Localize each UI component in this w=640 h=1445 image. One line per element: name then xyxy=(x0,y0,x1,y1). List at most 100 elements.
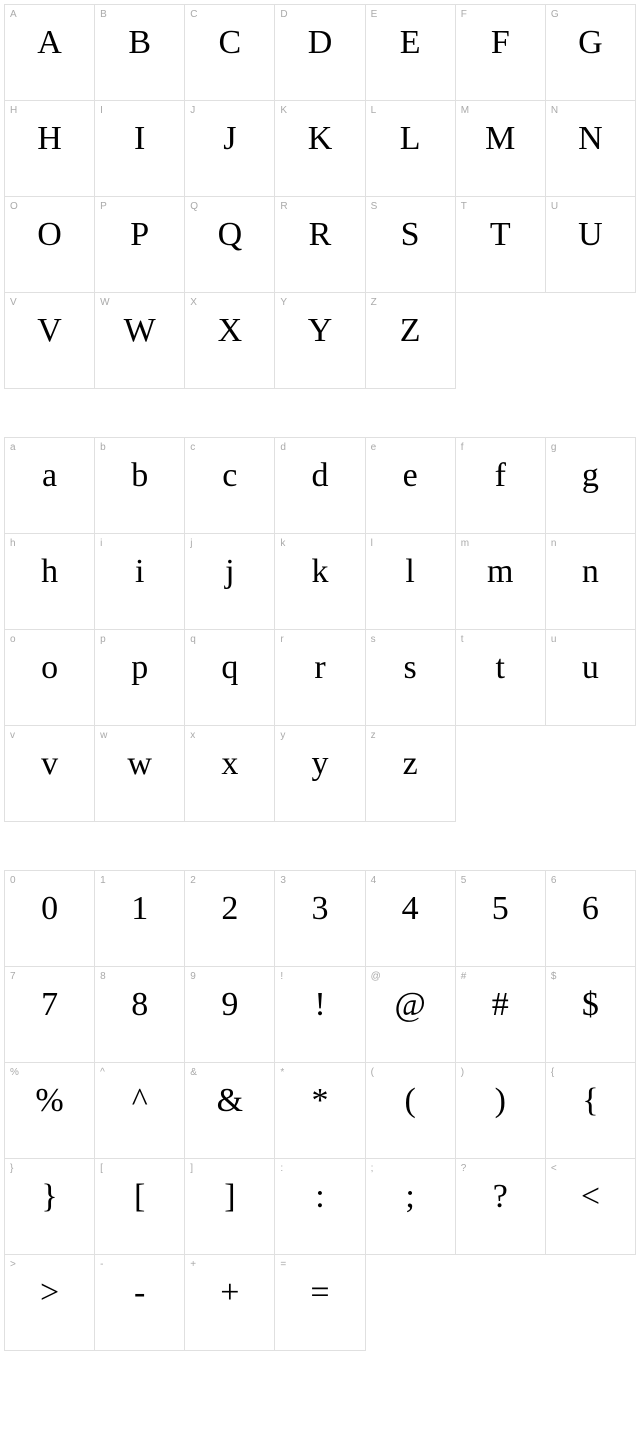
glyph-label: 3 xyxy=(280,875,286,886)
glyph-cell: }} xyxy=(5,1159,95,1255)
glyph-display: v xyxy=(5,744,94,785)
glyph-label: 1 xyxy=(100,875,106,886)
glyph-cell: VV xyxy=(5,293,95,389)
glyph-cell: ?? xyxy=(456,1159,546,1255)
glyph-cell: 33 xyxy=(275,871,365,967)
glyph-label: T xyxy=(461,201,467,212)
glyph-cell: ** xyxy=(275,1063,365,1159)
empty-cell xyxy=(456,293,546,389)
glyph-display: 9 xyxy=(185,985,274,1026)
glyph-display: X xyxy=(185,311,274,352)
glyph-label: } xyxy=(10,1163,13,1174)
glyph-label: U xyxy=(551,201,558,212)
glyph-display: < xyxy=(546,1177,635,1218)
glyph-cell: == xyxy=(275,1255,365,1351)
glyph-cell: 99 xyxy=(185,967,275,1063)
glyph-label: K xyxy=(280,105,287,116)
glyph-cell: ]] xyxy=(185,1159,275,1255)
glyph-cell: UU xyxy=(546,197,636,293)
glyph-cell: ^^ xyxy=(95,1063,185,1159)
glyph-label: ^ xyxy=(100,1067,105,1078)
glyph-label: F xyxy=(461,9,467,20)
glyph-cell: 11 xyxy=(95,871,185,967)
glyph-label: a xyxy=(10,442,16,453)
glyph-display: V xyxy=(5,311,94,352)
glyph-display: w xyxy=(95,744,184,785)
glyph-label: x xyxy=(190,730,195,741)
glyph-label: 4 xyxy=(371,875,377,886)
glyph-display: = xyxy=(275,1273,364,1314)
glyph-display: ) xyxy=(456,1081,545,1122)
glyph-label: B xyxy=(100,9,107,20)
glyph-cell: PP xyxy=(95,197,185,293)
glyph-label: D xyxy=(280,9,287,20)
glyph-label: Z xyxy=(371,297,377,308)
glyph-label: s xyxy=(371,634,376,645)
glyph-display: d xyxy=(275,456,364,497)
glyph-label: y xyxy=(280,730,285,741)
glyph-cell: gg xyxy=(546,438,636,534)
glyph-label: # xyxy=(461,971,467,982)
glyph-display: 5 xyxy=(456,889,545,930)
glyph-label: c xyxy=(190,442,195,453)
glyph-label: Q xyxy=(190,201,198,212)
glyph-display: s xyxy=(366,648,455,689)
glyph-cell: )) xyxy=(456,1063,546,1159)
charmap-section-uppercase: AABBCCDDEEFFGGHHIIJJKKLLMMNNOOPPQQRRSSTT… xyxy=(4,4,636,389)
glyph-label: C xyxy=(190,9,197,20)
glyph-label: l xyxy=(371,538,373,549)
glyph-label: 9 xyxy=(190,971,196,982)
glyph-label: V xyxy=(10,297,17,308)
glyph-display: & xyxy=(185,1081,274,1122)
glyph-cell: xx xyxy=(185,726,275,822)
glyph-cell: jj xyxy=(185,534,275,630)
glyph-label: [ xyxy=(100,1163,103,1174)
glyph-label: 2 xyxy=(190,875,196,886)
glyph-display: r xyxy=(275,648,364,689)
glyph-label: f xyxy=(461,442,464,453)
glyph-display: z xyxy=(366,744,455,785)
glyph-display: Q xyxy=(185,215,274,256)
glyph-display: 7 xyxy=(5,985,94,1026)
glyph-display: : xyxy=(275,1177,364,1218)
glyph-display: ] xyxy=(185,1177,274,1218)
glyph-label: E xyxy=(371,9,378,20)
glyph-display: K xyxy=(275,119,364,160)
glyph-label: X xyxy=(190,297,197,308)
glyph-display: R xyxy=(275,215,364,256)
glyph-display: Z xyxy=(366,311,455,352)
glyph-cell: zz xyxy=(366,726,456,822)
glyph-cell: aa xyxy=(5,438,95,534)
glyph-cell: MM xyxy=(456,101,546,197)
glyph-display: - xyxy=(95,1273,184,1314)
glyph-label: ; xyxy=(371,1163,374,1174)
glyph-cell: oo xyxy=(5,630,95,726)
glyph-display: 2 xyxy=(185,889,274,930)
glyph-cell: DD xyxy=(275,5,365,101)
glyph-display: x xyxy=(185,744,274,785)
glyph-display: m xyxy=(456,552,545,593)
glyph-cell: BB xyxy=(95,5,185,101)
empty-cell xyxy=(366,1255,456,1351)
glyph-cell: JJ xyxy=(185,101,275,197)
glyph-display: Y xyxy=(275,311,364,352)
glyph-label: H xyxy=(10,105,17,116)
glyph-label: - xyxy=(100,1259,103,1270)
glyph-cell: 66 xyxy=(546,871,636,967)
glyph-cell: :: xyxy=(275,1159,365,1255)
glyph-display: ; xyxy=(366,1177,455,1218)
glyph-label: i xyxy=(100,538,102,549)
glyph-cell: ll xyxy=(366,534,456,630)
glyph-cell: uu xyxy=(546,630,636,726)
glyph-cell: !! xyxy=(275,967,365,1063)
glyph-display: j xyxy=(185,552,274,593)
glyph-display: T xyxy=(456,215,545,256)
glyph-display: f xyxy=(456,456,545,497)
glyph-cell: SS xyxy=(366,197,456,293)
glyph-label: 6 xyxy=(551,875,557,886)
glyph-display: b xyxy=(95,456,184,497)
glyph-label: t xyxy=(461,634,464,645)
glyph-label: = xyxy=(280,1259,286,1270)
glyph-cell: ff xyxy=(456,438,546,534)
glyph-cell: LL xyxy=(366,101,456,197)
